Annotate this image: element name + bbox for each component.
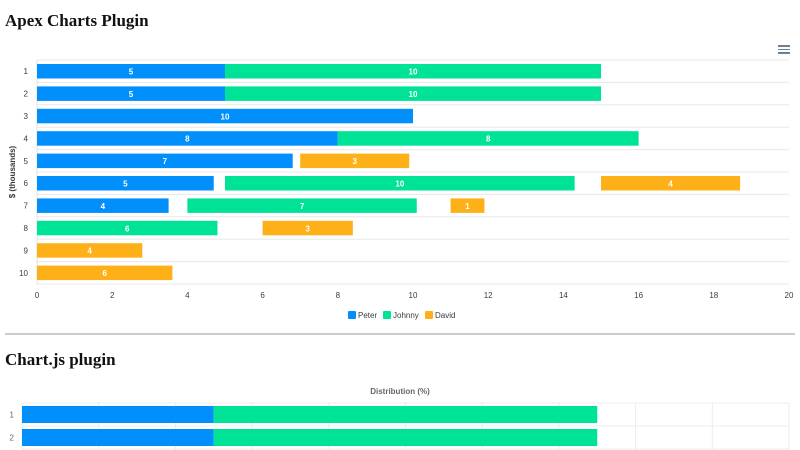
bar-data-label: 5	[123, 180, 128, 189]
bar-data-label: 5	[129, 90, 134, 99]
bar-data-label: 3	[352, 157, 357, 166]
x-tick-label: 18	[709, 291, 718, 300]
chart-title: Distribution (%)	[370, 387, 430, 396]
stacked-bar-segment	[213, 406, 598, 423]
bar-data-label: 1	[465, 202, 470, 211]
x-tick-label: 10	[409, 291, 418, 300]
bar-segment-peter	[37, 176, 214, 191]
bar-segment-david	[601, 176, 741, 191]
bar-data-label: 8	[185, 135, 190, 144]
bar-data-label: 8	[486, 135, 491, 144]
bar-segment-johnny	[225, 176, 575, 191]
y-tick-label: 4	[24, 134, 29, 143]
bar-data-label: 10	[395, 180, 404, 189]
y-tick-label: 8	[24, 224, 29, 233]
y-axis-title: $ (thousands)	[8, 145, 17, 198]
legend-marker-johnny	[383, 311, 391, 319]
bar-segment-david	[262, 220, 353, 236]
bar-segment-david	[37, 265, 173, 281]
x-tick-label: 12	[484, 291, 493, 300]
x-tick-label: 4	[185, 291, 190, 300]
x-tick-label: 8	[336, 291, 341, 300]
legend-label: Johnny	[393, 311, 419, 320]
x-tick-label: 16	[634, 291, 643, 300]
stacked-bar-segment	[22, 429, 214, 446]
y-tick-label: 2	[24, 90, 29, 99]
legend-marker-peter	[348, 311, 356, 319]
x-tick-label: 20	[785, 291, 794, 300]
bar-segment-peter	[37, 108, 413, 124]
bar-segment-johnny	[225, 64, 601, 79]
hamburger-menu-icon[interactable]	[778, 43, 790, 56]
bar-data-label: 6	[102, 269, 107, 278]
y-tick-label: 9	[24, 246, 29, 255]
y-tick-label: 2	[10, 434, 15, 443]
bar-data-label: 3	[305, 224, 310, 233]
section-divider	[5, 333, 795, 335]
bar-segment-johnny	[225, 86, 601, 101]
bar-data-label: 10	[409, 90, 418, 99]
x-tick-label: 0	[35, 291, 40, 300]
chartjs-section-title: Chart.js plugin	[5, 350, 116, 369]
y-tick-label: 10	[19, 269, 28, 278]
y-tick-label: 5	[24, 157, 29, 166]
bar-segment-david	[300, 153, 410, 169]
bar-segment-david	[450, 198, 485, 213]
legend-label: Peter	[358, 311, 377, 320]
bar-segment-peter	[37, 153, 293, 169]
bar-data-label: 7	[163, 157, 168, 166]
bar-data-label: 10	[221, 112, 230, 121]
x-tick-label: 2	[110, 291, 115, 300]
bar-data-label: 6	[125, 224, 130, 233]
legend-label: David	[435, 311, 455, 320]
x-tick-label: 14	[559, 291, 568, 300]
bar-segment-peter	[37, 86, 225, 101]
bar-data-label: 7	[300, 202, 305, 211]
bar-data-label: 4	[87, 247, 92, 256]
y-tick-label: 6	[24, 179, 29, 188]
bar-data-label: 5	[129, 68, 134, 77]
bar-segment-johnny	[337, 131, 639, 146]
y-tick-label: 1	[10, 411, 15, 420]
stacked-bar-segment	[213, 429, 598, 446]
stacked-bar-segment	[22, 406, 214, 423]
legend-marker-david	[425, 311, 433, 319]
bar-segment-johnny	[187, 198, 417, 213]
bar-segment-peter	[37, 64, 225, 79]
y-tick-label: 1	[24, 67, 29, 76]
bar-segment-johnny	[37, 220, 218, 236]
x-tick-label: 6	[260, 291, 265, 300]
bar-segment-peter	[37, 198, 169, 213]
apex-section-title: Apex Charts Plugin	[5, 11, 149, 30]
bar-data-label: 4	[668, 180, 673, 189]
bar-data-label: 10	[409, 68, 418, 77]
y-tick-label: 7	[24, 202, 29, 211]
y-tick-label: 3	[24, 112, 29, 121]
bar-data-label: 4	[101, 202, 106, 211]
bar-segment-david	[37, 243, 143, 258]
bar-segment-peter	[37, 131, 338, 146]
